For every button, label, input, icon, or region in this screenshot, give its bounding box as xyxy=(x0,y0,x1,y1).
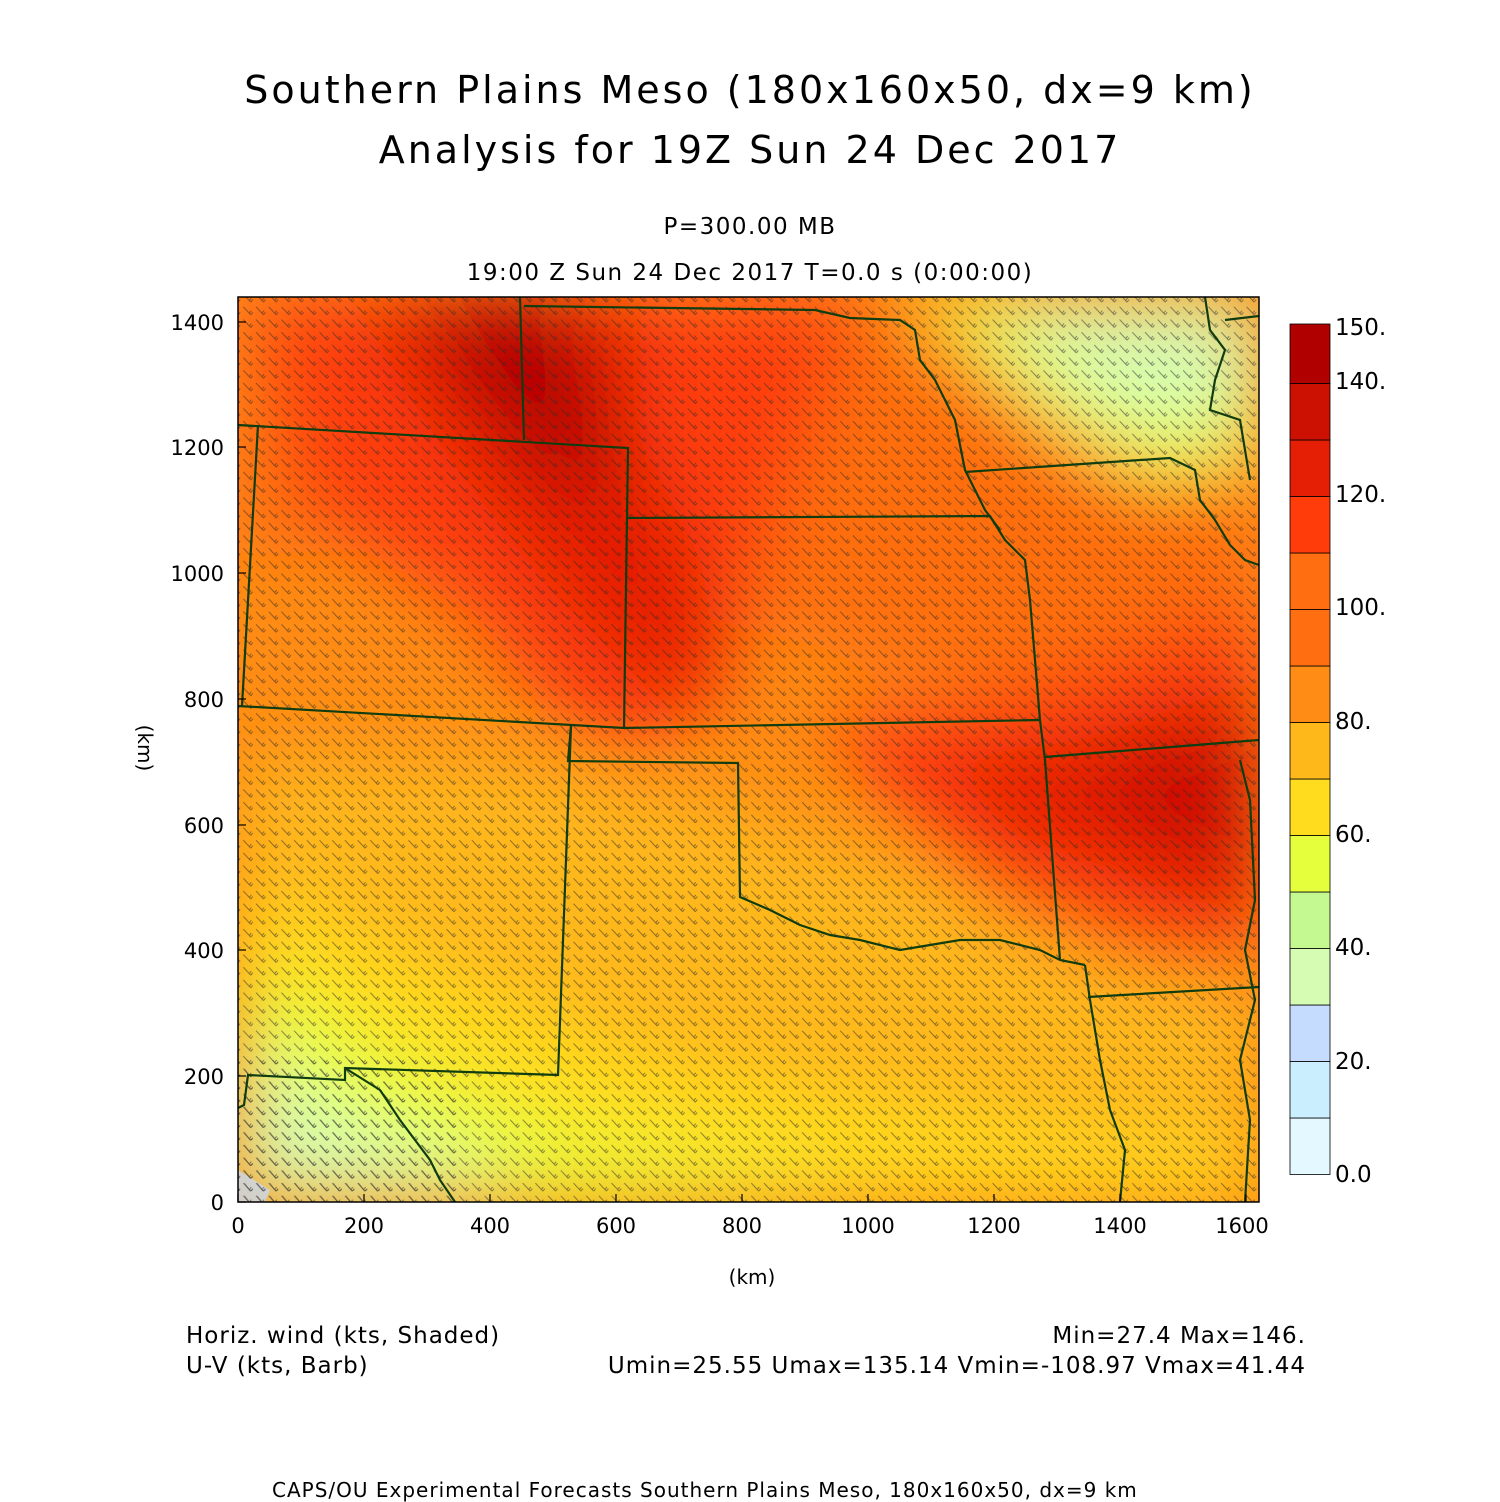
colorbar-swatch xyxy=(1289,891,1331,949)
colorbar-swatch xyxy=(1289,609,1331,667)
plot-frame xyxy=(237,296,1260,1203)
colorbar-label: 150. xyxy=(1335,315,1386,341)
x-tick-label: 1600 xyxy=(1215,1214,1268,1238)
colorbar-label: 40. xyxy=(1335,935,1372,961)
y-tick-label: 1000 xyxy=(171,562,224,586)
state-borders xyxy=(238,297,1259,1202)
barb-field-label: U-V (kts, Barb) xyxy=(186,1353,369,1379)
x-axis-label: (km) xyxy=(729,1265,776,1289)
credit-line: CAPS/OU Experimental Forecasts Southern … xyxy=(272,1478,1138,1502)
y-tick-label: 0 xyxy=(211,1191,224,1215)
x-tick-label: 1400 xyxy=(1093,1214,1146,1238)
x-tick-label: 600 xyxy=(596,1214,636,1238)
y-tick-label: 200 xyxy=(184,1065,224,1089)
colorbar-label: 0.0 xyxy=(1335,1162,1372,1188)
uv-min-max-stats: Umin=25.55 Umax=135.14 Vmin=-108.97 Vmax… xyxy=(607,1353,1306,1379)
pressure-level: P=300.00 MB xyxy=(663,214,837,240)
colorbar-swatch xyxy=(1289,722,1331,780)
colorbar-swatch xyxy=(1289,1004,1331,1062)
x-tick-label: 0 xyxy=(231,1214,244,1238)
colorbar-swatch xyxy=(1289,665,1331,723)
colorbar-swatch xyxy=(1289,383,1331,441)
colorbar-swatch xyxy=(1289,439,1331,497)
x-tick-label: 1000 xyxy=(841,1214,894,1238)
colorbar-swatch xyxy=(1289,552,1331,610)
valid-time: 19:00 Z Sun 24 Dec 2017 T=0.0 s (0:00:00… xyxy=(466,260,1034,286)
colorbar xyxy=(1289,323,1331,1175)
y-axis-label: (km) xyxy=(133,725,157,772)
colorbar-label: 120. xyxy=(1335,482,1386,508)
colorbar-swatch xyxy=(1289,496,1331,554)
colorbar-label: 140. xyxy=(1335,369,1386,395)
y-tick-label: 800 xyxy=(184,688,224,712)
y-tick-label: 400 xyxy=(184,939,224,963)
axis-ticks xyxy=(237,321,1247,1203)
colorbar-swatch xyxy=(1289,778,1331,836)
y-tick-label: 600 xyxy=(184,814,224,838)
x-tick-label: 200 xyxy=(344,1214,384,1238)
min-max-stats: Min=27.4 Max=146. xyxy=(1052,1323,1306,1349)
colorbar-label: 20. xyxy=(1335,1049,1372,1075)
colorbar-swatch xyxy=(1289,948,1331,1006)
y-tick-label: 1400 xyxy=(171,311,224,335)
shaded-field-label: Horiz. wind (kts, Shaded) xyxy=(186,1323,501,1349)
title-line-2: Analysis for 19Z Sun 24 Dec 2017 xyxy=(378,128,1122,172)
wind-speed-shading xyxy=(238,297,1259,1202)
colorbar-swatch xyxy=(1289,1061,1331,1119)
colorbar-swatch xyxy=(1289,835,1331,893)
colorbar-label: 100. xyxy=(1335,595,1386,621)
colorbar-swatch xyxy=(1289,1117,1331,1175)
colorbar-label: 60. xyxy=(1335,822,1372,848)
x-tick-label: 400 xyxy=(470,1214,510,1238)
x-tick-label: 800 xyxy=(722,1214,762,1238)
title-line-1: Southern Plains Meso (180x160x50, dx=9 k… xyxy=(244,68,1256,112)
colorbar-label: 80. xyxy=(1335,709,1372,735)
colorbar-swatch xyxy=(1289,323,1331,384)
y-tick-label: 1200 xyxy=(171,436,224,460)
x-tick-label: 1200 xyxy=(967,1214,1020,1238)
